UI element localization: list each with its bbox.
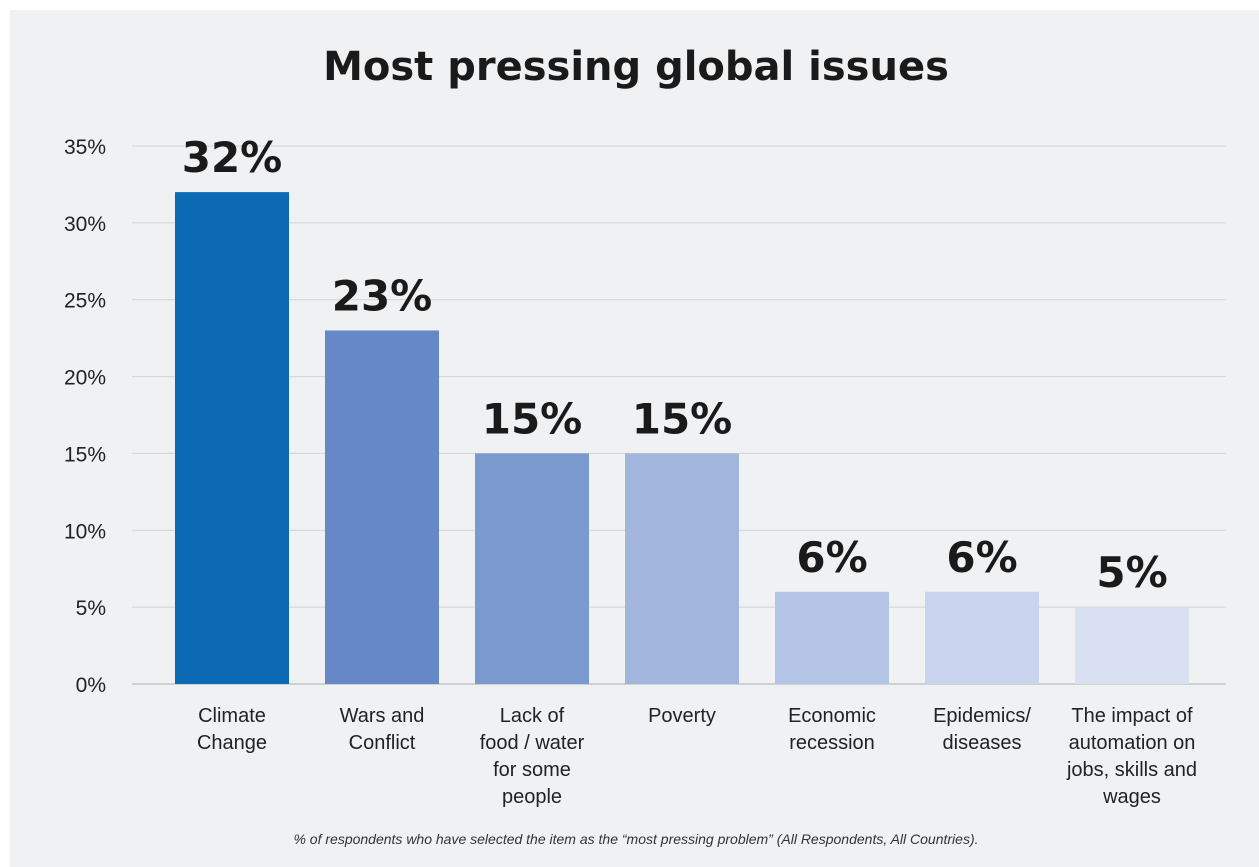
bar xyxy=(925,591,1039,684)
data-label: 6% xyxy=(796,533,867,582)
x-tick-label-line: Economic xyxy=(788,705,876,727)
data-labels: 32% 23% 15% 15% 6% 6% 5% xyxy=(182,133,1168,597)
y-tick-label: 10% xyxy=(64,520,106,543)
x-tick-label-line: automation on xyxy=(1069,732,1196,754)
x-tick-label-line: Change xyxy=(197,732,267,754)
y-axis-ticks: 0% 5% 10% 15% 20% 25% 30% 35% xyxy=(64,136,106,697)
bar xyxy=(325,330,439,684)
x-tick-label: Climate Change xyxy=(197,705,267,754)
x-tick-label-line: The impact of xyxy=(1071,705,1193,727)
x-tick-label-line: Lack of xyxy=(500,705,565,727)
data-label: 23% xyxy=(332,271,433,320)
footnote: % of respondents who have selected the i… xyxy=(293,831,978,847)
data-label: 32% xyxy=(182,133,283,182)
x-tick-label-line: people xyxy=(502,786,562,808)
y-tick-label: 5% xyxy=(76,597,106,620)
y-tick-label: 35% xyxy=(64,136,106,159)
x-tick-label-line: food / water xyxy=(480,732,585,754)
x-tick-label: Poverty xyxy=(648,705,716,727)
bar xyxy=(175,192,289,684)
chart-title: Most pressing global issues xyxy=(323,44,949,90)
x-tick-label-line: Epidemics/ xyxy=(933,705,1031,727)
y-tick-label: 0% xyxy=(76,674,106,697)
x-tick-label: Epidemics/diseases xyxy=(933,705,1031,754)
data-label: 15% xyxy=(482,394,583,443)
y-tick-label: 15% xyxy=(64,443,106,466)
x-tick-label-line: diseases xyxy=(943,732,1022,754)
x-tick-label: The impact of automation on jobs, skills a… xyxy=(1066,705,1197,808)
data-label: 6% xyxy=(946,533,1017,582)
bars xyxy=(175,192,1189,684)
x-tick-label-line: for some xyxy=(493,759,571,781)
x-tick-label-line: recession xyxy=(789,732,875,754)
x-tick-label-line: Climate xyxy=(198,705,266,727)
y-tick-label: 20% xyxy=(64,367,106,390)
x-tick-label: Economic recession xyxy=(788,705,876,754)
x-tick-label-line: Wars and xyxy=(340,705,425,727)
data-label: 15% xyxy=(632,394,733,443)
y-tick-label: 30% xyxy=(64,213,106,236)
x-tick-label-line: Poverty xyxy=(648,705,716,727)
bar xyxy=(625,453,739,684)
x-tick-label-line: jobs, skills and xyxy=(1066,759,1197,781)
bar xyxy=(775,591,889,684)
bar xyxy=(475,453,589,684)
x-tick-label-line: wages xyxy=(1102,786,1161,808)
x-tick-label-line: Conflict xyxy=(349,732,416,754)
x-tick-label: Lack of food / water for some people xyxy=(480,705,585,808)
x-axis-labels: Climate Change Wars and Conflict Lack of food… xyxy=(197,705,1197,808)
x-tick-label: Wars and Conflict xyxy=(340,705,425,754)
data-label: 5% xyxy=(1096,548,1167,597)
bar xyxy=(1075,607,1189,684)
y-tick-label: 25% xyxy=(64,290,106,313)
